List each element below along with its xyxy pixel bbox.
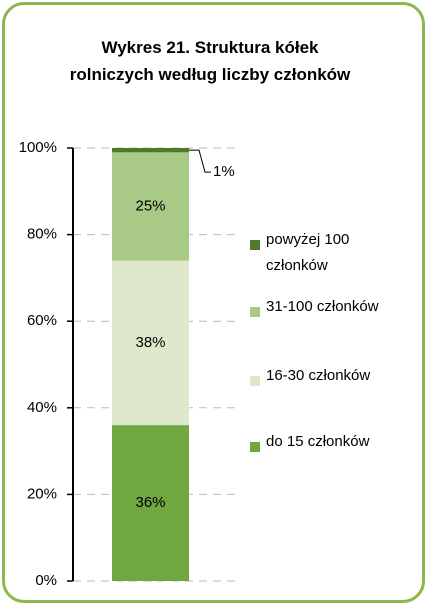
y-tick-label: 100%: [19, 139, 57, 156]
chart-title: Wykres 21. Struktura kółek rolniczych we…: [69, 38, 351, 84]
bar-segment: [112, 152, 189, 261]
legend-swatch: [250, 442, 260, 452]
legend-swatch: [250, 240, 260, 250]
y-tick-label: 40%: [27, 399, 57, 416]
legend-label: 31-100 członków: [266, 298, 379, 315]
y-tick-label: 80%: [27, 226, 57, 243]
data-label: 38%: [135, 334, 165, 351]
legend-swatch: [250, 307, 260, 317]
y-tick-label: 60%: [27, 312, 57, 329]
legend-label: do 15 członków: [266, 433, 370, 450]
data-label: 1%: [213, 163, 235, 180]
data-label: 25%: [135, 197, 165, 214]
legend-label: 16-30 członków: [266, 367, 371, 384]
data-label: 36%: [135, 494, 165, 511]
bar-segment: [112, 260, 189, 426]
legend-label: powyżej 100 członków: [266, 231, 350, 274]
legend-swatch: [250, 376, 260, 386]
leader-line: [189, 149, 211, 173]
y-tick-label: 20%: [27, 485, 57, 502]
bar-segment: [112, 148, 189, 153]
y-tick-label: 0%: [35, 572, 57, 589]
bar-segment: [112, 425, 189, 581]
